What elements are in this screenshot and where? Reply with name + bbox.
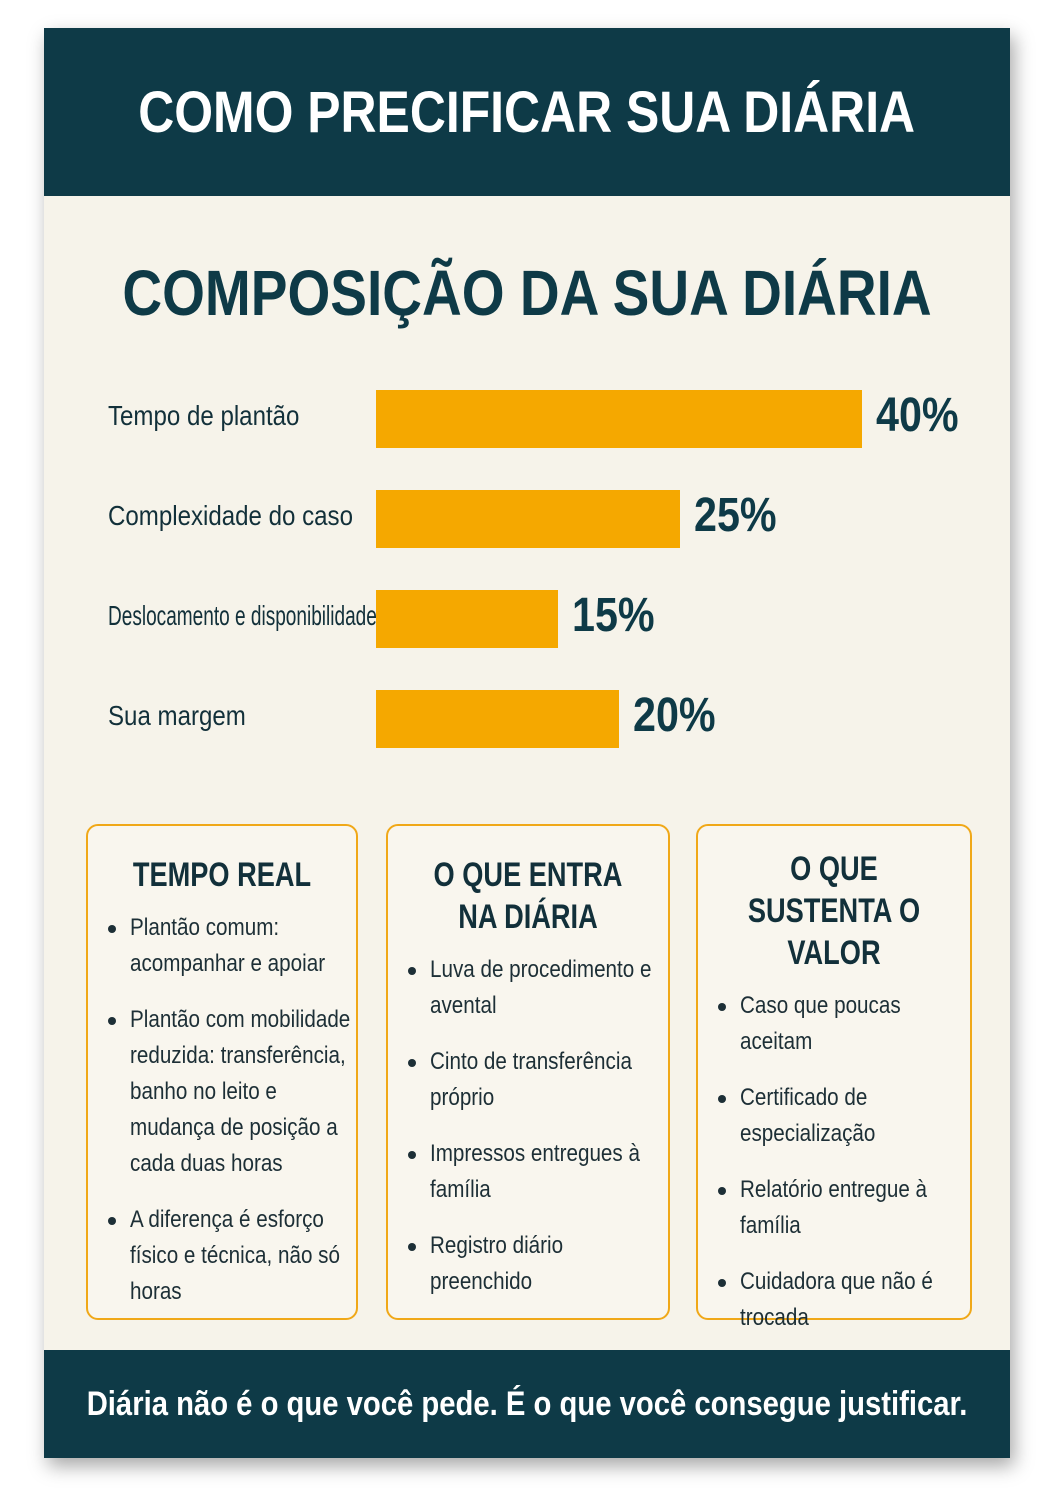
footer-tagline: Diária não é o que você pede. É o que vo…	[86, 1384, 968, 1423]
chart-title: COMPOSIÇÃO DA SUA DIÁRIA	[122, 257, 932, 329]
bar-value-label: 15%	[572, 589, 655, 642]
bar-value-label: 25%	[694, 489, 777, 542]
page-title: COMO PRECIFICAR SUA DIÁRIA	[138, 79, 916, 145]
list-item: Caso que poucas aceitam	[718, 988, 966, 1060]
card-title: O QUE ENTRA NA DIÁRIA	[433, 856, 623, 936]
list-item: Impressos entregues à família	[408, 1136, 664, 1208]
bar	[376, 490, 680, 548]
card-list: Plantão comum: acompanhar e apoiar Plant…	[88, 910, 356, 1310]
bar	[376, 690, 619, 748]
bar-label: Deslocamento e disponibilidade	[108, 600, 377, 631]
list-item: Plantão com mobilidade reduzida: transfe…	[108, 1002, 352, 1182]
bar-label: Complexidade do caso	[108, 500, 353, 531]
header-banner: COMO PRECIFICAR SUA DIÁRIA	[44, 28, 1010, 196]
bar-value-label: 20%	[633, 689, 716, 742]
list-item: Relatório entregue à família	[718, 1172, 966, 1244]
list-item: A diferença é esforço físico e técnica, …	[108, 1202, 352, 1310]
composition-bar-chart: Tempo de plantão 40% Complexidade do caso 2…	[44, 368, 1010, 768]
bar	[376, 590, 558, 648]
list-item: Cuidadora que não é trocada	[718, 1264, 966, 1336]
card-o-que-entra: O QUE ENTRA NA DIÁRIA Luva de procedimen…	[386, 824, 670, 1320]
poster: COMO PRECIFICAR SUA DIÁRIA COMPOSIÇÃO DA…	[44, 28, 1010, 1458]
bar-value-label: 40%	[876, 389, 959, 442]
list-item: Registro diário preenchido	[408, 1228, 664, 1300]
card-o-que-sustenta: O QUE SUSTENTA O VALOR Caso que poucas a…	[696, 824, 972, 1331]
bar	[376, 390, 862, 448]
bar-label: Sua margem	[108, 700, 246, 731]
card-list: Luva de procedimento e avental Cinto de …	[388, 952, 668, 1300]
footer-banner: Diária não é o que você pede. É o que vo…	[44, 1350, 1010, 1458]
list-item: Luva de procedimento e avental	[408, 952, 664, 1024]
card-list: Caso que poucas aceitam Certificado de e…	[698, 988, 970, 1336]
list-item: Plantão comum: acompanhar e apoiar	[108, 910, 352, 982]
list-item: Cinto de transferência próprio	[408, 1044, 664, 1116]
card-title: TEMPO REAL	[132, 856, 312, 894]
card-title: O QUE SUSTENTA O VALOR	[747, 850, 921, 972]
bar-label: Tempo de plantão	[108, 400, 300, 431]
list-item: Certificado de especialização	[718, 1080, 966, 1152]
card-tempo-real: TEMPO REAL Plantão comum: acompanhar e a…	[86, 824, 358, 1320]
